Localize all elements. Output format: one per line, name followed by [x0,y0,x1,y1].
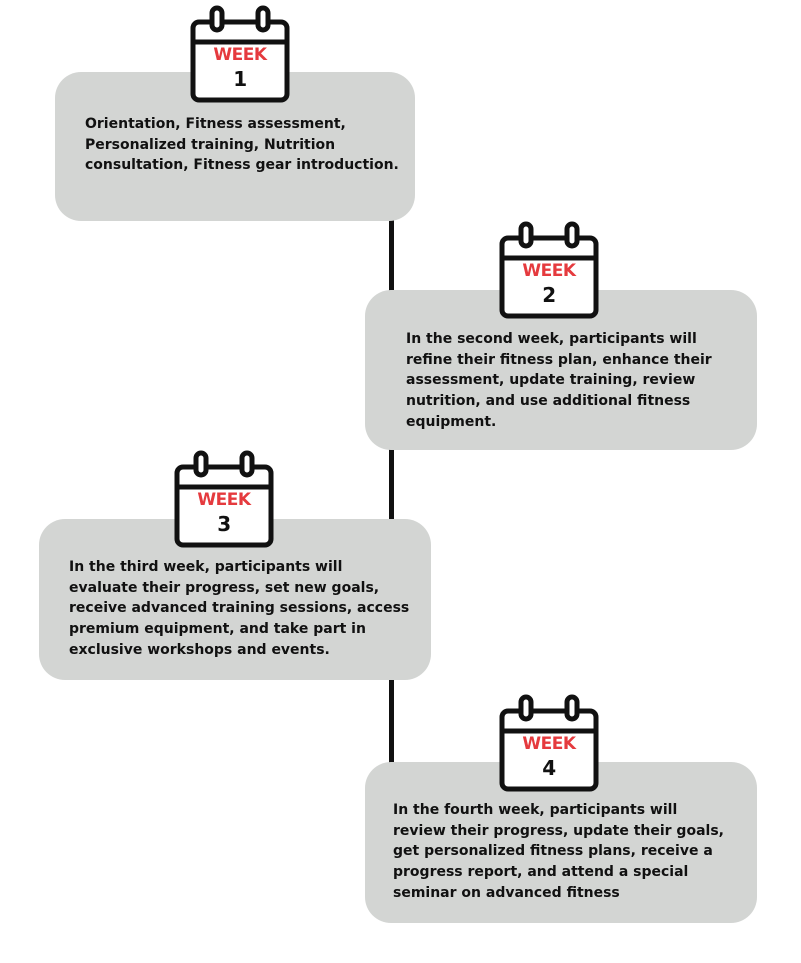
week-1-description: Orientation, Fitness assessment, Persona… [85,116,399,174]
week-4-description: In the fourth week, participants will re… [393,802,724,901]
timeline-line [389,215,394,765]
week-2-label: WEEK [522,261,576,281]
week-4-label: WEEK [522,734,576,754]
week-2-description: In the second week, participants will re… [406,331,712,430]
week-4-calendar-icon: WEEK 4 [499,693,599,793]
week-3-description: In the third week, participants will eva… [69,559,410,658]
week-4-card: In the fourth week, participants will re… [365,762,757,923]
week-3-label: WEEK [197,490,251,510]
week-4-number: 4 [542,756,556,780]
week-3-calendar-icon: WEEK 3 [174,449,274,549]
week-1-calendar-icon: WEEK 1 [190,4,290,104]
week-3-number: 3 [217,512,231,536]
week-1-label: WEEK [213,45,267,65]
week-1-number: 1 [233,67,247,91]
week-2-number: 2 [542,283,556,307]
week-1-card: Orientation, Fitness assessment, Persona… [55,72,415,221]
week-2-calendar-icon: WEEK 2 [499,220,599,320]
